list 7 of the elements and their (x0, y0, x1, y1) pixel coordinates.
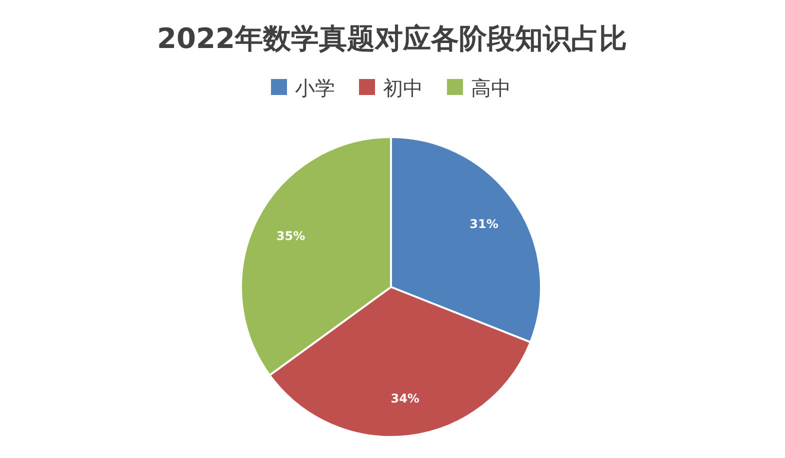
chart-title: 2022年数学真题对应各阶段知识占比 (157, 22, 627, 55)
legend-label: 初中 (383, 76, 423, 100)
data-label: 35% (276, 228, 306, 243)
data-label: 31% (470, 216, 498, 231)
data-label: 34% (390, 392, 420, 406)
legend-label: 小学 (295, 76, 335, 100)
legend-label: 高中 (471, 76, 511, 100)
